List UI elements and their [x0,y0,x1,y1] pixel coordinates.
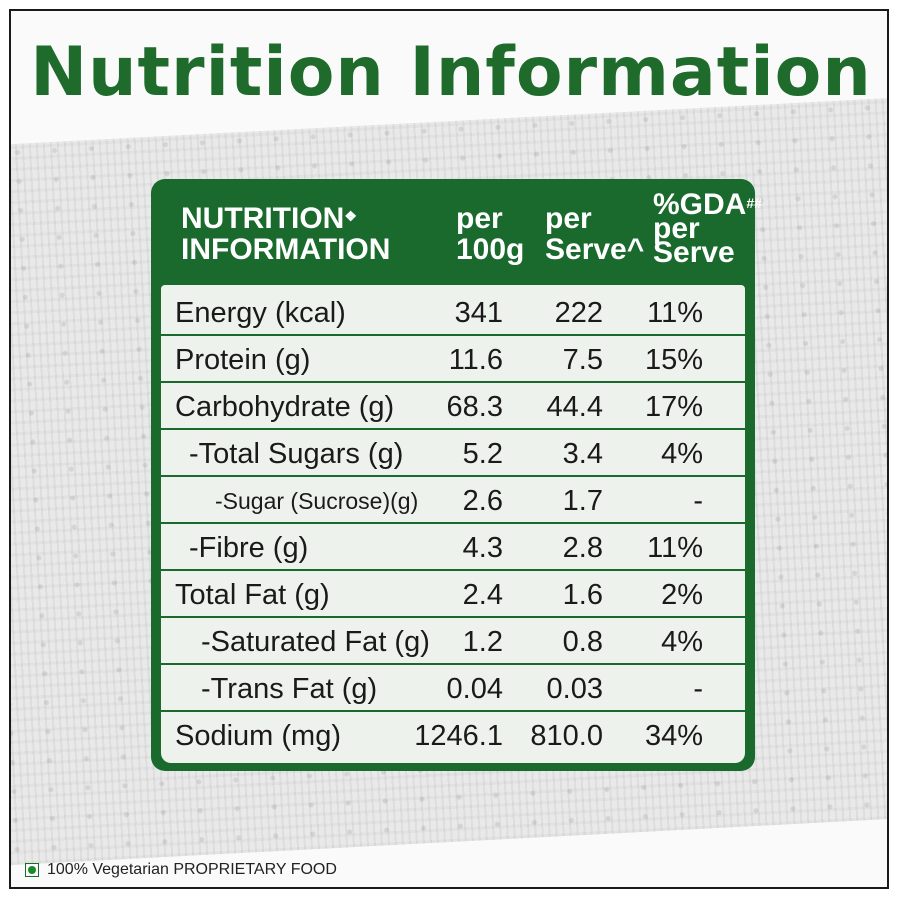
header-perserve-column: per Serve^ [545,203,644,265]
header-gda-line1: %GDA [653,188,747,221]
row-gda: 34% [644,720,703,752]
row-per100g: 0.04 [446,673,503,705]
row-gda: 11% [647,532,703,564]
row-label: -Trans Fat (g) [201,673,378,705]
footer-text: 100% Vegetarian PROPRIETARY FOOD [47,861,337,878]
row-per100g: 4.3 [462,532,503,564]
table-body: Energy (kcal) 341 222 11% Protein (g) 11… [161,285,745,763]
row-label: Carbohydrate (g) [175,391,395,423]
row-per100g: 2.4 [462,579,503,611]
row-gda: 11% [647,297,703,329]
header-gda-line2: per [653,212,700,245]
header-nutrient-mark: ❖ [344,208,357,224]
label-frame: Nutrition Information NUTRITION❖ INFORMA… [9,9,889,889]
row-perserve: 3.4 [562,438,603,470]
row-gda: - [693,485,703,517]
row-label: Total Fat (g) [175,579,330,611]
header-nutrient-line2: INFORMATION [181,233,391,266]
row-gda: - [693,673,703,705]
row-per100g: 1246.1 [414,720,503,752]
veg-dot [28,866,36,874]
table-row: Energy (kcal) 341 222 11% [161,289,745,336]
header-perserve-line2: Serve^ [545,233,645,266]
table-row: Sodium (mg) 1246.1 810.0 34% [161,712,745,757]
nutrition-table: NUTRITION❖ INFORMATION per 100g per Serv… [151,179,762,771]
row-perserve: 44.4 [546,391,603,423]
table-row: -Trans Fat (g) 0.04 0.03 - [161,665,745,712]
row-per100g: 11.6 [448,344,503,376]
row-perserve: 2.8 [562,532,603,564]
header-perserve-line1: per [545,202,592,235]
table-row: Total Fat (g) 2.4 1.6 2% [161,571,745,618]
row-per100g: 2.6 [462,485,503,517]
table-row: -Saturated Fat (g) 1.2 0.8 4% [161,618,745,665]
row-perserve: 0.03 [546,673,603,705]
header-nutrient-line1: NUTRITION [181,202,345,235]
table-row: -Fibre (g) 4.3 2.8 11% [161,524,745,571]
header-per100g-line1: per [456,202,503,235]
row-label: -Total Sugars (g) [189,438,404,470]
row-per100g: 68.3 [446,391,503,423]
row-gda: 4% [661,438,703,470]
footer: 100% Vegetarian PROPRIETARY FOOD [25,861,337,879]
row-per100g: 1.2 [462,626,503,658]
header-gda-mark: ## [746,195,762,211]
row-gda: 2% [661,579,703,611]
row-perserve: 222 [554,297,603,329]
row-perserve: 1.6 [562,579,603,611]
table-row: -Sugar (Sucrose)(g) 2.6 1.7 - [161,477,745,524]
row-per100g: 5.2 [462,438,503,470]
table-row: Carbohydrate (g) 68.3 44.4 17% [161,383,745,430]
table-row: -Total Sugars (g) 5.2 3.4 4% [161,430,745,477]
row-perserve: 7.5 [562,344,603,376]
header-gda-line3: Serve [653,236,735,269]
row-perserve: 810.0 [530,720,603,752]
row-label: -Sugar (Sucrose)(g) [215,488,419,514]
table-row: Protein (g) 11.6 7.5 15% [161,336,745,383]
header-per100g-column: per 100g [456,203,524,265]
header-nutrient-column: NUTRITION❖ INFORMATION [181,203,390,265]
row-gda: 15% [644,344,703,376]
veg-mark-icon [25,863,39,877]
row-gda: 17% [644,391,703,423]
row-perserve: 1.7 [562,485,603,517]
table-header: NUTRITION❖ INFORMATION per 100g per Serv… [161,179,762,285]
row-per100g: 341 [454,297,503,329]
header-per100g-line2: 100g [456,233,525,266]
row-label: -Saturated Fat (g) [201,626,430,658]
row-label: -Fibre (g) [189,532,309,564]
row-label: Protein (g) [175,344,311,376]
row-label: Sodium (mg) [175,720,341,752]
row-label: Energy (kcal) [175,297,346,329]
row-gda: 4% [661,626,703,658]
header-gda-column: %GDA## per Serve [653,190,762,269]
row-perserve: 0.8 [562,626,603,658]
page-title: Nutrition Information [30,33,872,112]
